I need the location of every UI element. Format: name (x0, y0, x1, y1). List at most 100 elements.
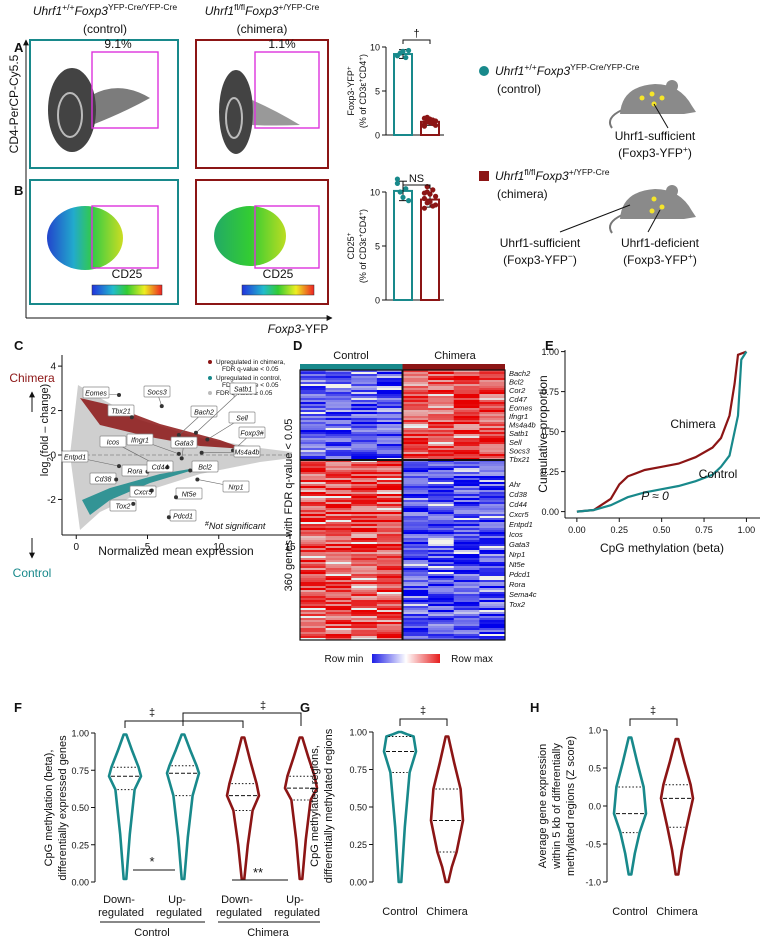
heat-cell (479, 636, 506, 639)
heat-cell (428, 468, 455, 471)
heat-cell (376, 400, 403, 403)
heat-cell (300, 536, 326, 539)
heat-cell (325, 386, 352, 389)
heat-cell (428, 402, 455, 405)
heat-cell (402, 486, 429, 489)
heat-cell (351, 524, 378, 527)
heat-cell (351, 380, 378, 383)
heat-cell (376, 604, 403, 607)
heat-cell (479, 516, 506, 519)
heat-cell (351, 500, 378, 503)
heat-cell (453, 624, 480, 627)
heat-cell (402, 594, 429, 597)
gate (254, 51, 320, 129)
heat-cell (351, 636, 378, 639)
data-point (424, 189, 430, 195)
heat-cell (325, 572, 352, 575)
heat-cell (351, 536, 378, 539)
heat-cell (402, 396, 429, 399)
heat-cell (300, 480, 326, 483)
heat-cell (428, 630, 455, 633)
heat-cell (300, 522, 326, 525)
heat-cell (376, 550, 403, 553)
heat-cell (453, 382, 480, 385)
heat-cell (351, 556, 378, 559)
legend-note-part: + (683, 144, 688, 154)
legend-note-part: ) (573, 253, 577, 267)
panel-letter: B (14, 183, 23, 198)
gene-label-box (107, 404, 135, 417)
heat-cell (351, 422, 378, 425)
heat-cell (325, 496, 352, 499)
heat-cell (325, 456, 352, 459)
heat-cell (376, 608, 403, 611)
heat-cell (376, 470, 403, 473)
heat-cell (351, 550, 378, 553)
heat-cell (351, 370, 378, 373)
heat-cell (402, 524, 429, 527)
heat-cell (300, 520, 326, 523)
heat-cell (402, 608, 429, 611)
heat-cell (300, 542, 326, 545)
heat-cell (325, 380, 352, 383)
heat-cell (351, 634, 378, 637)
leader (647, 209, 661, 233)
heat-cell (428, 476, 455, 479)
heat-cell (453, 516, 480, 519)
heat-cell (479, 440, 506, 443)
y-tick-label: 0.25 (541, 467, 559, 477)
heat-cell (428, 432, 455, 435)
heat-cell (351, 434, 378, 437)
heat-cell (351, 474, 378, 477)
category-label: Up- (286, 894, 304, 906)
heat-cell (351, 480, 378, 483)
heat-cell (325, 388, 352, 391)
heat-cell (479, 522, 506, 525)
heat-cell (376, 430, 403, 433)
heat-cell (351, 506, 378, 509)
color-scale-label: CD25 (263, 267, 294, 281)
data-point (433, 193, 439, 199)
mouse-tail (609, 214, 623, 234)
gene-label-box (109, 499, 137, 512)
heat-cell (402, 514, 429, 517)
direction-label: Control (13, 566, 52, 580)
significance-bracket (402, 184, 431, 189)
heat-cell (325, 424, 352, 427)
gene-label-box (170, 436, 198, 449)
heat-cell (479, 412, 506, 415)
heat-cell (325, 470, 352, 473)
y-tick-label: 0.75 (71, 766, 89, 776)
heat-cell (351, 384, 378, 387)
axis-title: differentially methylated regions (323, 728, 335, 883)
heat-cell (376, 412, 403, 415)
genotype-part: +/YFP-Cre (278, 2, 319, 12)
gene-label: Rora (127, 469, 142, 476)
significance: * (149, 854, 154, 869)
heat-cell (402, 390, 429, 393)
heat-cell (325, 402, 352, 405)
heat-cell (325, 442, 352, 445)
heat-cell (376, 370, 403, 373)
heat-cell (428, 636, 455, 639)
gene-point (149, 488, 154, 493)
heat-cell (300, 444, 326, 447)
category-label: regulated (274, 907, 320, 919)
gene-label: Tox2 (116, 504, 131, 511)
heat-cell (351, 584, 378, 587)
heat-cell (351, 558, 378, 561)
heat-cell (351, 398, 378, 401)
heat-cell (402, 502, 429, 505)
heat-cell (351, 590, 378, 593)
gene-label-box (175, 487, 203, 500)
gene-label-box (233, 445, 261, 458)
heat-cell (428, 384, 455, 387)
heat-cell (351, 638, 378, 641)
heat-cell (402, 612, 429, 615)
heat-cell (300, 574, 326, 577)
group-bar (300, 364, 403, 370)
violin (225, 736, 261, 881)
heat-cell (351, 386, 378, 389)
heat-cell (351, 630, 378, 633)
heat-cell (428, 420, 455, 423)
